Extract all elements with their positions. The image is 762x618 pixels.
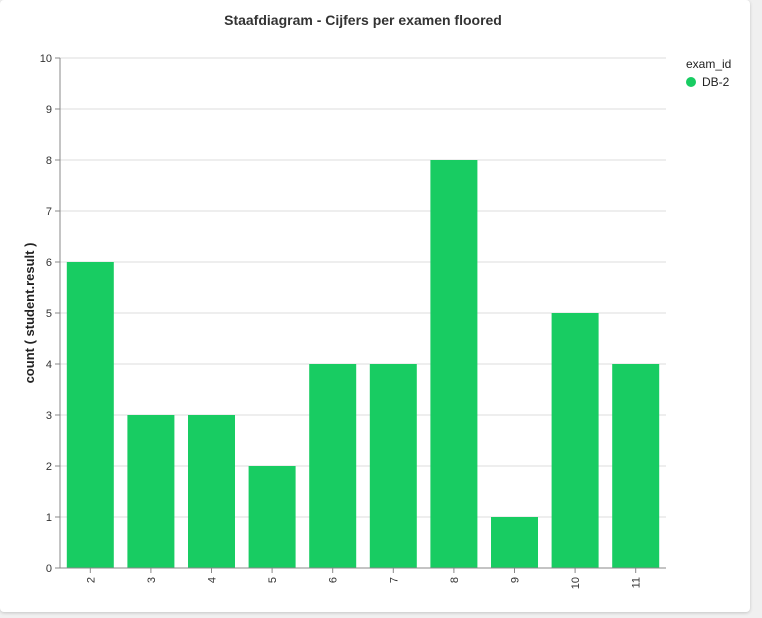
y-tick-label: 7 [46,206,52,218]
bar-2[interactable] [66,262,114,568]
bar-3[interactable] [127,415,175,568]
x-tick-label: 4 [207,577,219,583]
y-tick-label: 8 [46,155,52,167]
y-tick-labels: 0 1 2 3 4 5 6 7 8 9 10 [40,53,60,575]
x-tick-labels: 2 3 4 5 6 7 8 9 10 11 [85,568,643,589]
x-tick-label: 8 [449,577,461,583]
y-tick-label: 6 [46,257,52,269]
bar-5[interactable] [248,466,296,568]
bar-10[interactable] [551,313,599,568]
legend-entry-db-2[interactable]: DB-2 [702,75,730,89]
legend: exam_id DB-2 [686,57,731,89]
y-tick-label: 10 [40,53,52,65]
x-tick-label: 6 [328,577,340,583]
y-tick-label: 1 [46,512,52,524]
x-tick-label: 2 [85,577,97,583]
bar-7[interactable] [369,364,417,568]
chart-card: Staafdiagram - Cijfers per examen floore… [0,0,750,612]
x-tick-label: 9 [510,577,522,583]
bar-11[interactable] [612,364,660,568]
bar-6[interactable] [309,364,357,568]
bars [66,160,660,568]
x-tick-label: 3 [146,577,158,583]
bar-chart: 0 1 2 3 4 5 6 7 8 9 10 2 3 4 5 6 7 8 9 10 11 count ( studen… [22,53,731,589]
bar-9[interactable] [491,517,538,568]
x-tick-label: 5 [267,577,279,583]
legend-title: exam_id [686,57,731,71]
y-tick-label: 2 [46,461,52,473]
y-axis-label: count ( student.result ) [22,243,37,384]
x-tick-label: 10 [570,577,582,589]
x-tick-label: 7 [388,577,400,583]
y-tick-label: 0 [46,563,52,575]
x-tick-label: 11 [631,577,643,588]
y-tick-label: 5 [46,308,52,320]
bar-8[interactable] [430,160,478,568]
bar-4[interactable] [188,415,235,568]
chart-title: Staafdiagram - Cijfers per examen floore… [224,12,502,28]
y-tick-label: 9 [46,104,52,116]
y-tick-label: 4 [46,359,52,371]
y-tick-label: 3 [46,410,52,422]
legend-swatch-db-2 [686,77,696,87]
